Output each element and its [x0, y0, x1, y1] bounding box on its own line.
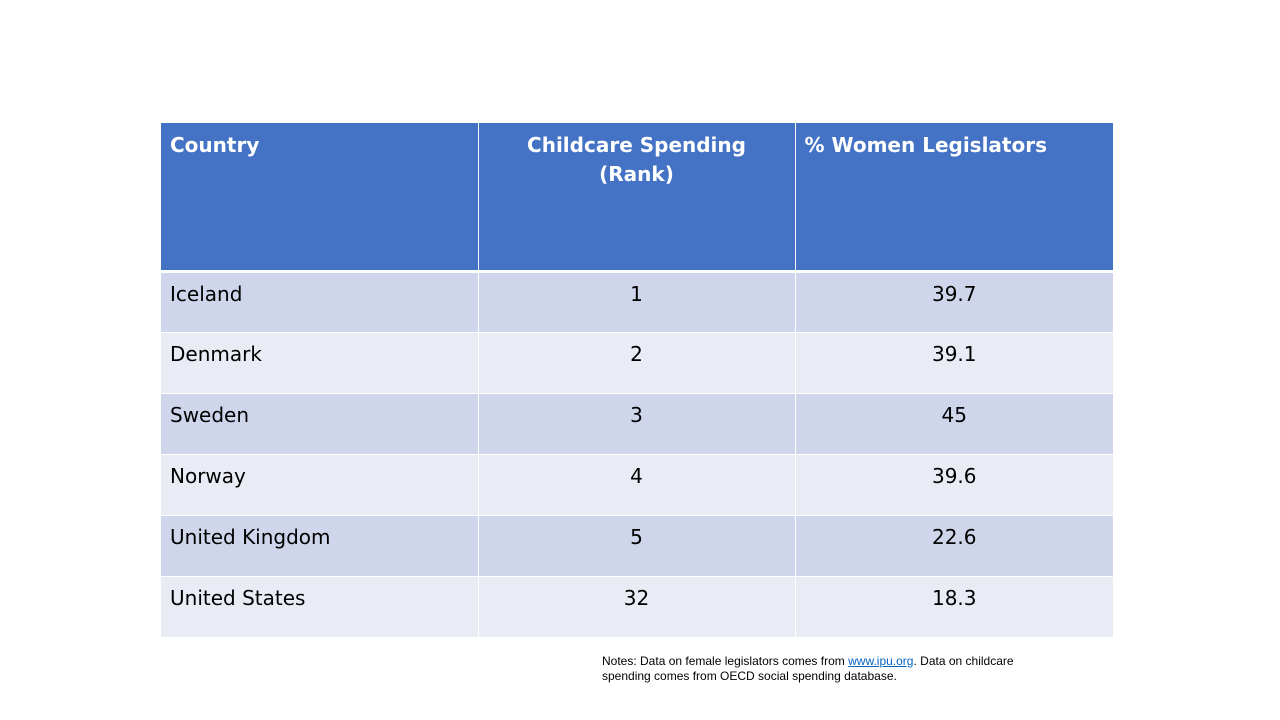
ipu-link[interactable]: www.ipu.org [848, 654, 914, 668]
cell-country: Sweden [161, 393, 479, 455]
cell-country: Norway [161, 454, 479, 516]
cell-country: Denmark [161, 332, 479, 394]
header-childcare-spending-line1: Childcare Spending [527, 133, 746, 157]
notes-suffix: . Data on childcare spending comes from … [602, 654, 1014, 683]
cell-rank: 32 [477, 576, 796, 638]
data-table: Country Childcare Spending (Rank) % Wome… [161, 123, 1113, 638]
table-row: Norway 4 39.6 [161, 454, 1113, 516]
header-women-legislators: % Women Legislators [794, 123, 1113, 273]
notes-prefix: Notes: Data on female legislators comes … [602, 654, 849, 668]
cell-women: 39.6 [794, 454, 1113, 516]
header-childcare-spending-line2: (Rank) [599, 162, 674, 186]
table-row: Sweden 3 45 [161, 393, 1113, 455]
notes-text: Notes: Data on female legislators comes … [602, 654, 1022, 684]
cell-country: United Kingdom [161, 515, 479, 577]
cell-women: 39.1 [794, 332, 1113, 394]
cell-rank: 5 [477, 515, 796, 577]
cell-women: 18.3 [794, 576, 1113, 638]
header-country: Country [161, 123, 479, 273]
header-childcare-spending: Childcare Spending (Rank) [477, 123, 796, 273]
table-row: United States 32 18.3 [161, 576, 1113, 638]
table-row: Iceland 1 39.7 [161, 271, 1113, 333]
cell-women: 22.6 [794, 515, 1113, 577]
cell-rank: 4 [477, 454, 796, 516]
table-header-row: Country Childcare Spending (Rank) % Wome… [161, 123, 1113, 273]
table-row: Denmark 2 39.1 [161, 332, 1113, 394]
cell-country: United States [161, 576, 479, 638]
cell-rank: 1 [477, 271, 796, 333]
cell-country: Iceland [161, 271, 479, 333]
cell-women: 45 [794, 393, 1113, 455]
cell-rank: 2 [477, 332, 796, 394]
cell-rank: 3 [477, 393, 796, 455]
cell-women: 39.7 [794, 271, 1113, 333]
table-row: United Kingdom 5 22.6 [161, 515, 1113, 577]
